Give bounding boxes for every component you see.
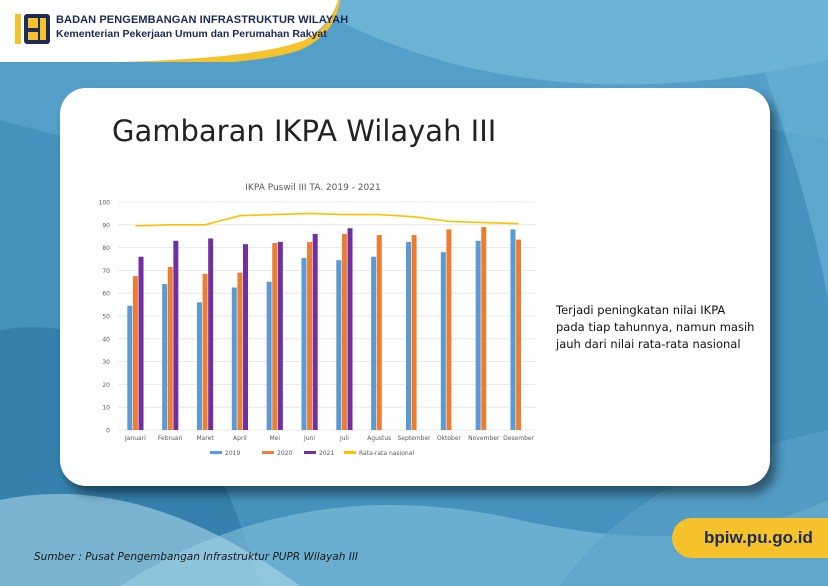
bar-2020	[132, 276, 138, 430]
bar-2019	[475, 240, 481, 430]
y-tick-label: 20	[102, 382, 110, 389]
y-tick-label: 30	[102, 359, 110, 366]
bar-2020	[376, 235, 382, 430]
bar-2020	[516, 239, 522, 430]
bar-2020	[167, 266, 173, 430]
source-caption: Sumber : Pusat Pengembangan Infrastruktu…	[34, 551, 359, 563]
x-tick-label: Maret	[196, 435, 214, 442]
bar-2020	[272, 243, 278, 430]
x-tick-label: Agustus	[367, 435, 391, 442]
note-line: pada tiap tahunnya, namun masih	[556, 320, 755, 334]
bar-2021	[312, 233, 318, 430]
bar-2021	[173, 240, 179, 430]
bar-2019	[336, 260, 342, 430]
bar-2019	[510, 229, 516, 430]
x-tick-label: Mei	[269, 435, 280, 442]
bar-2019	[301, 257, 307, 430]
org-name: BADAN PENGEMBANGAN INFRASTRUKTUR WILAYAH	[56, 14, 349, 26]
pupr-logo	[14, 12, 52, 48]
bar-2021	[208, 238, 214, 430]
x-tick-label: September	[397, 435, 431, 442]
bar-2020	[307, 241, 313, 430]
y-tick-label: 60	[102, 291, 110, 298]
bar-2020	[481, 227, 487, 430]
x-tick-label: Juni	[303, 435, 315, 442]
chart-title: IKPA Puswil III TA. 2019 - 2021	[245, 183, 380, 193]
y-tick-label: 10	[102, 405, 110, 412]
note-line: jauh dari nilai rata-rata nasional	[556, 337, 741, 351]
website-url: bpiw.pu.go.id	[704, 528, 813, 547]
legend-swatch	[262, 451, 274, 454]
x-tick-label: April	[233, 435, 247, 442]
header-organization: BADAN PENGEMBANGAN INFRASTRUKTUR WILAYAH…	[56, 14, 348, 41]
bar-2021	[243, 244, 249, 430]
y-tick-label: 90	[102, 222, 110, 229]
header-banner	[0, 0, 340, 62]
bar-2019	[127, 305, 133, 430]
note-line: Terjadi peningkatan nilai IKPA	[556, 303, 726, 317]
national-average-line	[135, 212, 519, 227]
slide-title: Gambaran IKPA Wilayah III	[112, 114, 497, 148]
bar-2019	[266, 281, 272, 430]
legend-label: 2019	[225, 450, 240, 457]
x-tick-label: Desember	[503, 435, 534, 442]
legend-label: Rata-rata nasional	[359, 450, 414, 457]
bar-2021	[138, 256, 144, 430]
x-tick-label: Oktober	[437, 435, 462, 442]
bar-2019	[162, 284, 168, 430]
y-tick-label: 0	[106, 428, 110, 435]
legend-swatch	[344, 451, 356, 454]
bar-2021	[277, 241, 283, 430]
ministry-name: Kementerian Pekerjaan Umum dan Perumahan…	[56, 28, 327, 40]
legend-label: 2020	[277, 450, 292, 457]
bar-2019	[231, 287, 237, 430]
x-tick-label: Januari	[124, 435, 146, 442]
bar-2019	[196, 302, 202, 430]
bar-2019	[440, 252, 446, 430]
slide-note: Terjadi peningkatan nilai IKPA pada tiap…	[556, 302, 766, 353]
bar-2021	[347, 228, 353, 430]
x-tick-label: Februari	[158, 435, 183, 442]
bar-2019	[405, 241, 411, 430]
y-tick-label: 40	[102, 336, 110, 343]
bar-2020	[411, 235, 417, 430]
y-tick-label: 70	[102, 268, 110, 275]
y-tick-label: 50	[102, 314, 110, 321]
ikpa-bar-chart: IKPA Puswil III TA. 2019 - 2021 0 10 20 30 40…	[99, 183, 536, 457]
website-badge: bpiw.pu.go.id	[672, 518, 828, 558]
bar-2020	[446, 229, 452, 430]
x-tick-label: November	[468, 435, 500, 442]
y-tick-label: 100	[99, 200, 111, 207]
bar-2020	[202, 273, 208, 430]
bar-2019	[371, 256, 377, 430]
y-tick-label: 80	[102, 245, 110, 252]
legend-label: 2021	[319, 450, 334, 457]
bar-2020	[341, 233, 347, 430]
legend-swatch	[210, 451, 222, 454]
slide-card: Gambaran IKPA Wilayah III IKPA Puswil II…	[60, 88, 770, 486]
bar-2020	[237, 272, 243, 430]
legend-swatch	[304, 451, 316, 454]
x-tick-label: Juli	[339, 435, 349, 442]
